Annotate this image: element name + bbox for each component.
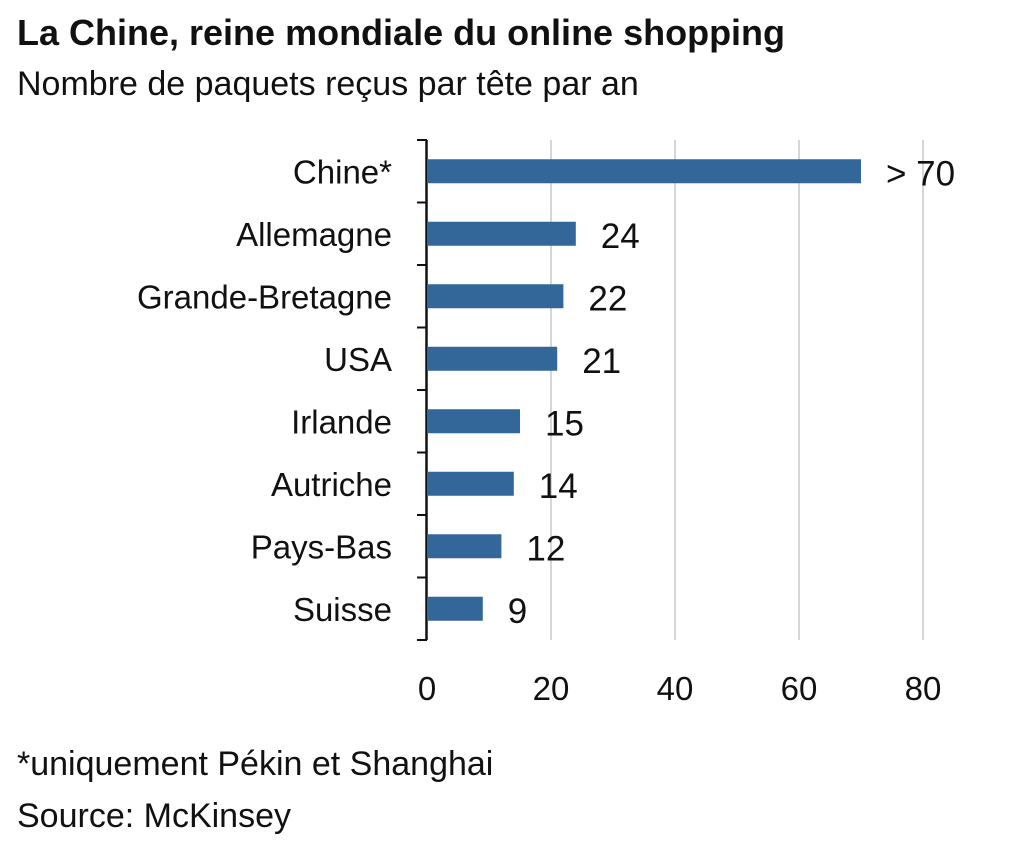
chart-footnote: *uniquement Pékin et Shanghai bbox=[17, 745, 494, 783]
value-label: 22 bbox=[588, 279, 627, 318]
category-label: Irlande bbox=[291, 403, 392, 440]
bar bbox=[427, 159, 861, 184]
x-tick-label: 40 bbox=[657, 670, 694, 707]
x-tick-label: 80 bbox=[905, 670, 942, 707]
bar-chart: 0 20 40 60 80 Chine* > 70 Allemagne 24 Grande-Bre… bbox=[137, 139, 955, 707]
category-label: Suisse bbox=[293, 591, 392, 628]
x-tick-label: 0 bbox=[418, 670, 436, 707]
bar bbox=[427, 596, 483, 621]
bar bbox=[427, 284, 564, 309]
category-label: Grande-Bretagne bbox=[137, 278, 392, 315]
value-label: 24 bbox=[601, 217, 640, 256]
labels: 0 20 40 60 80 Chine* > 70 Allemagne 24 Grande-Bre… bbox=[137, 153, 955, 707]
x-tick-label: 20 bbox=[533, 670, 570, 707]
chart-subtitle: Nombre de paquets reçus par tête par an bbox=[17, 65, 639, 103]
category-label: Chine* bbox=[293, 153, 392, 190]
bar bbox=[427, 409, 520, 434]
bar bbox=[427, 534, 502, 559]
category-label: Autriche bbox=[271, 466, 392, 503]
x-tick-label: 60 bbox=[781, 670, 818, 707]
grid-lines bbox=[550, 140, 924, 640]
value-label: > 70 bbox=[886, 154, 955, 193]
category-label: Pays-Bas bbox=[251, 528, 392, 565]
category-label: USA bbox=[324, 341, 392, 378]
bar bbox=[427, 346, 558, 371]
value-label: 15 bbox=[545, 404, 584, 443]
bar bbox=[427, 471, 514, 496]
value-label: 14 bbox=[539, 467, 578, 506]
value-label: 21 bbox=[582, 342, 621, 381]
category-label: Allemagne bbox=[236, 216, 392, 253]
bar bbox=[427, 221, 576, 246]
chart-source: Source: McKinsey bbox=[17, 797, 291, 835]
chart-title: La Chine, reine mondiale du online shopp… bbox=[17, 12, 786, 53]
value-label: 12 bbox=[526, 529, 565, 568]
value-label: 9 bbox=[508, 592, 527, 631]
y-axis bbox=[417, 139, 428, 641]
bars bbox=[427, 159, 861, 621]
